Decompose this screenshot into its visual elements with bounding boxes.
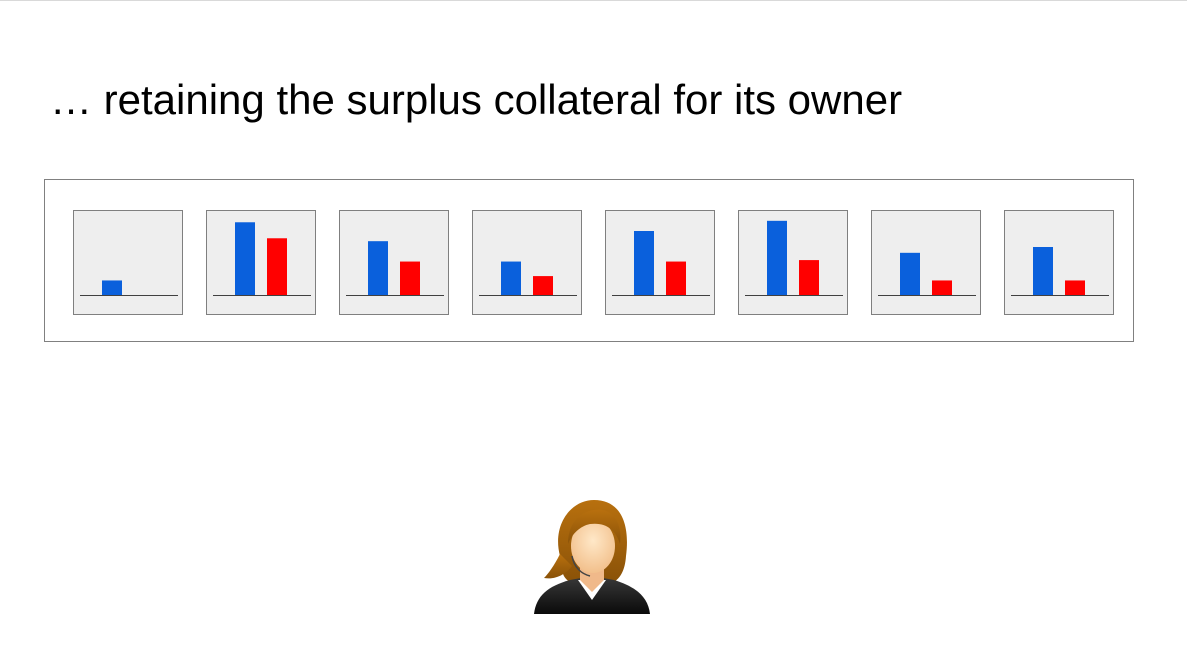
bar-series-1-panel-8 [1033,247,1053,295]
top-divider [0,0,1187,1]
collateral-panel-5 [605,210,715,315]
slide-title: … retaining the surplus collateral for i… [50,76,903,123]
bar-series-2-panel-7 [932,280,952,295]
mini-bar-chart [80,280,178,296]
bar-series-1-panel-6 [767,220,787,295]
mini-bar-chart [612,231,710,296]
mini-bar-chart [878,252,976,296]
bar-series-2-panel-4 [533,276,553,295]
bar-series-2-panel-3 [400,261,420,295]
mini-bar-chart [346,241,444,296]
bar-series-1-panel-5 [634,231,654,295]
collateral-panel-6 [738,210,848,315]
mini-bar-chart [1011,247,1109,296]
collateral-panel-8 [1004,210,1114,315]
bar-series-1-panel-3 [368,241,388,295]
collateral-panel-2 [206,210,316,315]
bar-series-1-panel-1 [102,280,122,295]
mini-bar-chart [745,220,843,296]
person-woman-icon [534,500,650,614]
bar-series-2-panel-5 [666,261,686,295]
bar-series-2-panel-8 [1065,280,1085,295]
collateral-panel-4 [472,210,582,315]
mini-bar-chart [479,261,577,296]
bar-series-2-panel-2 [267,238,287,295]
collateral-panel-1 [73,210,183,315]
mini-bar-chart [213,222,311,296]
bar-series-1-panel-4 [501,261,521,295]
bar-series-2-panel-6 [799,260,819,295]
collateral-panel-3 [339,210,449,315]
bar-series-1-panel-7 [900,252,920,295]
collateral-panel-7 [871,210,981,315]
owner-avatar [530,496,654,616]
bar-series-1-panel-2 [235,222,255,295]
collateral-panels-container [44,179,1134,342]
